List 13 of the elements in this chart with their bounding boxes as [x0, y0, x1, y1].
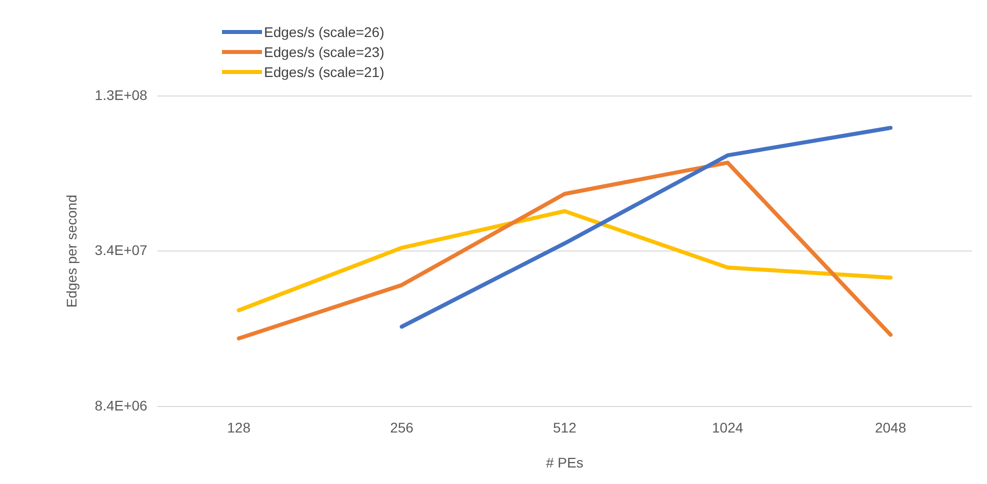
- y-tick-label: 3.4E+07: [94, 242, 148, 258]
- y-tick-label: 8.4E+06: [94, 397, 148, 414]
- y-tick-label: 1.3E+08: [94, 86, 148, 103]
- y-axis-title: Edges per second: [63, 194, 80, 308]
- legend-label: Edges/s (scale=23): [264, 43, 384, 62]
- x-tick-label: 128: [227, 420, 251, 436]
- x-tick-label: 512: [552, 420, 577, 436]
- legend-label: Edges/s (scale=26): [264, 23, 384, 42]
- x-tick-label: 256: [390, 420, 414, 436]
- x-tick-label: 2048: [874, 420, 906, 436]
- x-tick-label: 1024: [712, 420, 744, 436]
- x-axis-title: # PEs: [546, 454, 584, 470]
- legend-label: Edges/s (scale=21): [264, 63, 384, 82]
